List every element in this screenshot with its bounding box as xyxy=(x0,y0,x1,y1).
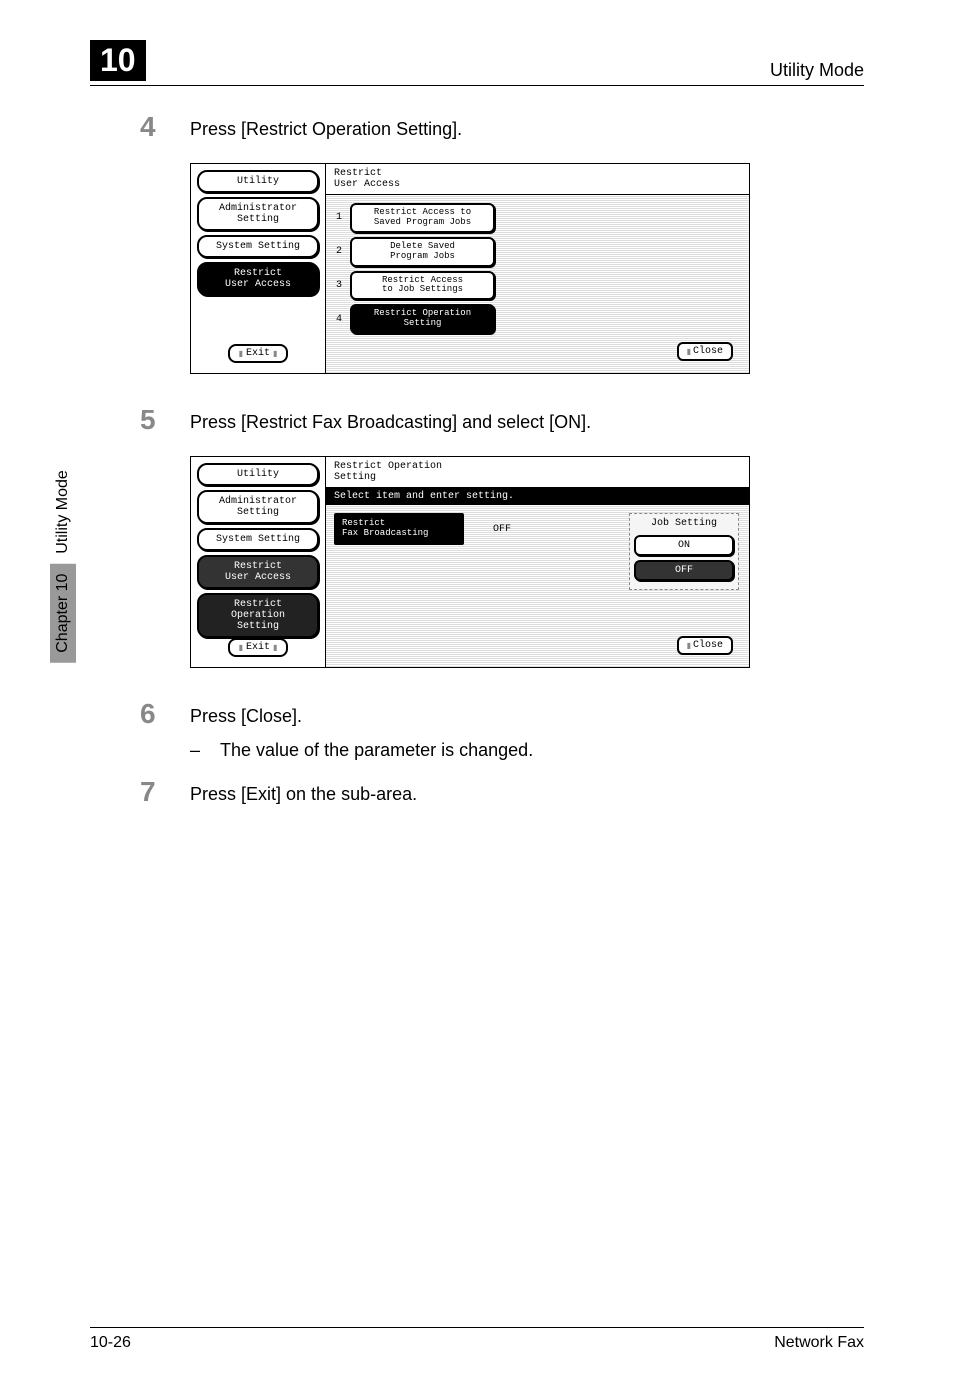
off-button[interactable]: OFF xyxy=(634,560,734,581)
side-tab: Utility Mode Chapter 10 xyxy=(50,460,76,663)
menu-delete-saved[interactable]: Delete Saved Program Jobs xyxy=(350,237,495,267)
step-number: 5 xyxy=(140,404,190,436)
page-header: 10 Utility Mode xyxy=(90,40,864,86)
screen-title: Restrict User Access xyxy=(326,164,749,195)
page-footer: 10-26 Network Fax xyxy=(90,1327,864,1352)
step-text: Press [Exit] on the sub-area. xyxy=(190,776,417,805)
menu-item-3: 3 Restrict Access to Job Settings xyxy=(334,271,741,301)
menu-restrict-job-settings[interactable]: Restrict Access to Job Settings xyxy=(350,271,495,301)
job-setting-panel: Job Setting ON OFF xyxy=(629,513,739,590)
menu-restrict-operation-setting[interactable]: Restrict Operation Setting xyxy=(350,304,495,334)
step-text: Press [Restrict Fax Broadcasting] and se… xyxy=(190,404,591,433)
crumb-utility[interactable]: Utility xyxy=(197,463,319,486)
step-text: Press [Close]. xyxy=(190,698,302,727)
step-number: 6 xyxy=(140,698,190,730)
dash-icon: – xyxy=(190,740,220,761)
step-number: 4 xyxy=(140,111,190,143)
menu-number: 1 xyxy=(334,212,344,223)
content-area: 4 Press [Restrict Operation Setting]. Ut… xyxy=(140,111,854,808)
crumb-admin-setting[interactable]: Administrator Setting xyxy=(197,490,319,524)
screen-main-area: Restrict Fax Broadcasting OFF Job Settin… xyxy=(326,505,749,667)
menu-item-4: 4 Restrict Operation Setting xyxy=(334,304,741,334)
step-text: Press [Restrict Operation Setting]. xyxy=(190,111,462,140)
menu-number: 3 xyxy=(334,280,344,291)
exit-button[interactable]: Exit xyxy=(228,638,288,657)
crumb-admin-setting[interactable]: Administrator Setting xyxy=(197,197,319,231)
setting-restrict-fax-broadcasting[interactable]: Restrict Fax Broadcasting xyxy=(334,513,464,545)
close-button[interactable]: Close xyxy=(677,636,733,655)
crumb-restrict-user-access[interactable]: Restrict User Access xyxy=(197,555,319,589)
menu-item-2: 2 Delete Saved Program Jobs xyxy=(334,237,741,267)
screen-title: Restrict Operation Setting xyxy=(326,457,749,488)
page-number: 10-26 xyxy=(90,1334,131,1352)
header-title: Utility Mode xyxy=(770,60,864,81)
menu-restrict-access-saved[interactable]: Restrict Access to Saved Program Jobs xyxy=(350,203,495,233)
menu-number: 4 xyxy=(334,314,344,325)
close-button[interactable]: Close xyxy=(677,342,733,361)
crumb-system-setting[interactable]: System Setting xyxy=(197,528,319,551)
step-4: 4 Press [Restrict Operation Setting]. xyxy=(140,111,854,143)
screenshot-restrict-user-access: Utility Administrator Setting System Set… xyxy=(190,163,750,374)
product-name: Network Fax xyxy=(774,1334,864,1352)
step-5: 5 Press [Restrict Fax Broadcasting] and … xyxy=(140,404,854,436)
menu-number: 2 xyxy=(334,246,344,257)
screen-subtitle: Select item and enter setting. xyxy=(326,488,749,505)
chapter-number-badge: 10 xyxy=(90,40,146,81)
step-6-sub: – The value of the parameter is changed. xyxy=(190,740,854,761)
crumb-system-setting[interactable]: System Setting xyxy=(197,235,319,258)
breadcrumb-panel: Utility Administrator Setting System Set… xyxy=(191,457,326,667)
job-setting-title: Job Setting xyxy=(634,518,734,529)
screenshot-restrict-operation-setting: Utility Administrator Setting System Set… xyxy=(190,456,750,668)
step-number: 7 xyxy=(140,776,190,808)
side-tab-label: Utility Mode xyxy=(50,460,76,564)
screen-main-area: 1 Restrict Access to Saved Program Jobs … xyxy=(326,195,749,373)
step-7: 7 Press [Exit] on the sub-area. xyxy=(140,776,854,808)
step-6: 6 Press [Close]. xyxy=(140,698,854,730)
menu-item-1: 1 Restrict Access to Saved Program Jobs xyxy=(334,203,741,233)
on-button[interactable]: ON xyxy=(634,535,734,556)
breadcrumb-panel: Utility Administrator Setting System Set… xyxy=(191,164,326,373)
exit-button[interactable]: Exit xyxy=(228,344,288,363)
setting-value: OFF xyxy=(472,524,532,535)
crumb-restrict-user-access[interactable]: Restrict User Access xyxy=(197,262,319,296)
step-sub-text: The value of the parameter is changed. xyxy=(220,740,533,761)
crumb-restrict-operation-setting[interactable]: Restrict Operation Setting xyxy=(197,593,319,638)
side-tab-chapter: Chapter 10 xyxy=(50,564,76,663)
crumb-utility[interactable]: Utility xyxy=(197,170,319,193)
